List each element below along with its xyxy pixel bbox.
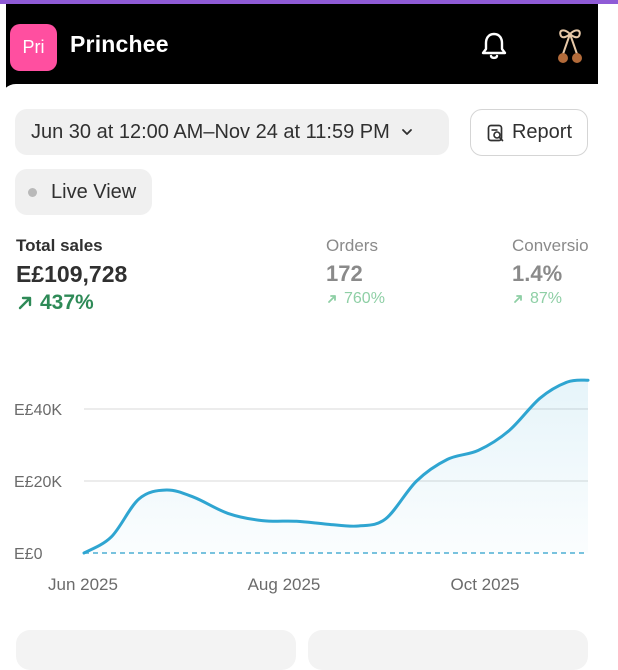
x-tick-label: Aug 2025 (248, 575, 321, 594)
sales-data-point[interactable] (291, 515, 303, 527)
sales-data-point[interactable] (472, 444, 484, 456)
bottom-card-left[interactable] (16, 630, 296, 670)
sales-data-point[interactable] (411, 475, 423, 487)
sales-line-chart[interactable]: E£0 E£20K E£40K Jun 2025 Aug 2025 Oct 2025 (0, 360, 618, 600)
arrow-up-right-icon (514, 295, 522, 303)
live-status-dot (28, 187, 37, 197)
chevron-down-icon (401, 129, 412, 135)
sales-data-point[interactable] (534, 392, 546, 404)
app-header: Pri Princhee (6, 4, 598, 88)
x-tick-label: Oct 2025 (451, 575, 520, 594)
metric-label: Total sales (16, 236, 103, 255)
metric-orders[interactable]: Orders 172 760% (326, 236, 385, 308)
bottom-card-right[interactable] (308, 630, 588, 670)
sales-area (84, 380, 588, 553)
live-view-label: Live View (51, 180, 137, 203)
arrow-up-right-icon (328, 295, 336, 303)
live-view-button[interactable]: Live View (15, 169, 152, 215)
sales-data-point[interactable] (160, 484, 172, 496)
sales-data-point[interactable] (561, 376, 573, 388)
metric-change: 760% (326, 290, 385, 308)
sales-data-point[interactable] (78, 547, 90, 559)
store-name[interactable]: Princhee (70, 31, 169, 57)
sales-data-point[interactable] (321, 518, 333, 530)
y-tick-label: E£0 (14, 546, 43, 563)
bell-icon[interactable] (476, 28, 512, 64)
arrow-up-right-icon (18, 296, 32, 310)
date-range-picker[interactable]: Jun 30 at 12:00 AM–Nov 24 at 11:59 PM (15, 109, 449, 155)
cherry-bow-icon[interactable] (552, 24, 588, 68)
metric-change: 87% (512, 290, 618, 308)
store-avatar[interactable]: Pri (10, 24, 57, 71)
metric-total-sales[interactable]: Total sales E£109,728 437% (16, 236, 127, 315)
sales-data-point[interactable] (582, 374, 594, 386)
sales-data-point[interactable] (105, 531, 117, 543)
metric-label: Conversio (512, 236, 589, 255)
metric-value: 1.4% (512, 261, 563, 286)
report-button[interactable]: Report (470, 109, 588, 156)
metric-change-value: 760% (344, 290, 385, 307)
sales-data-point[interactable] (352, 520, 364, 532)
metric-value: E£109,728 (16, 261, 128, 287)
metric-conversion[interactable]: Conversio 1.4% 87% (512, 236, 618, 308)
metric-change: 437% (16, 291, 127, 315)
metric-value: 172 (326, 261, 363, 286)
sales-series-line[interactable] (82, 378, 590, 555)
metric-label: Orders (326, 236, 378, 255)
sales-data-point[interactable] (222, 507, 234, 519)
sales-data-point[interactable] (256, 515, 268, 527)
x-tick-label: Jun 2025 (48, 575, 118, 594)
report-label: Report (511, 121, 573, 143)
sales-data-point[interactable] (503, 425, 515, 437)
metric-change-value: 87% (530, 290, 563, 307)
y-tick-label: E£20K (14, 474, 62, 491)
metric-change-value: 437% (40, 291, 94, 314)
sales-data-point[interactable] (133, 493, 145, 505)
sales-data-point[interactable] (188, 491, 200, 503)
date-range-label: Jun 30 at 12:00 AM–Nov 24 at 11:59 PM (31, 120, 390, 143)
y-tick-label: E£40K (14, 402, 62, 419)
sales-data-point[interactable] (380, 513, 392, 525)
top-accent-line (0, 0, 618, 4)
sales-data-point[interactable] (441, 453, 453, 465)
report-search-icon (487, 124, 504, 141)
